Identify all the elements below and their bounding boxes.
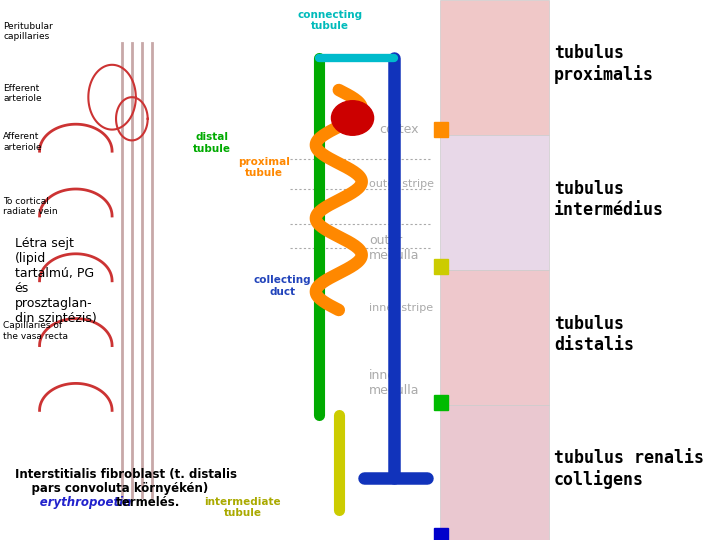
Bar bbox=[434, 259, 449, 274]
Text: connecting
tubule: connecting tubule bbox=[297, 10, 362, 31]
Bar bbox=[434, 528, 449, 540]
Text: termelés.: termelés. bbox=[112, 496, 179, 509]
Text: distal
tubule: distal tubule bbox=[193, 132, 231, 154]
Text: proximal
tubule: proximal tubule bbox=[238, 157, 289, 178]
Text: pars convoluta környékén): pars convoluta környékén) bbox=[14, 482, 208, 495]
Bar bbox=[439, 270, 549, 405]
Text: cortex: cortex bbox=[379, 123, 418, 136]
Text: Peritubular
capillaries: Peritubular capillaries bbox=[4, 22, 53, 41]
Text: inner stripe: inner stripe bbox=[369, 303, 433, 313]
Text: tubulus
distalis: tubulus distalis bbox=[554, 315, 634, 354]
Text: outer
medulla: outer medulla bbox=[369, 234, 420, 262]
Text: Capillaries of
the vasa recta: Capillaries of the vasa recta bbox=[4, 321, 68, 341]
Text: Efferent
arteriole: Efferent arteriole bbox=[4, 84, 42, 103]
Text: tubulus
proximalis: tubulus proximalis bbox=[554, 44, 654, 84]
Text: Afferent
arteriole: Afferent arteriole bbox=[4, 132, 42, 152]
Text: collecting
duct: collecting duct bbox=[253, 275, 311, 297]
Text: Interstitialis fibroblast (t. distalis: Interstitialis fibroblast (t. distalis bbox=[14, 468, 236, 481]
Text: outer stripe: outer stripe bbox=[369, 179, 434, 188]
Text: Létra sejt
(lipid
tartalmú, PG
és
prosztaglan-
din szintézis): Létra sejt (lipid tartalmú, PG és proszt… bbox=[14, 237, 96, 325]
Bar bbox=[434, 122, 449, 137]
Text: To cortical
radiate vein: To cortical radiate vein bbox=[4, 197, 58, 217]
Bar bbox=[439, 135, 549, 270]
Text: tubulus
intermédius: tubulus intermédius bbox=[554, 180, 664, 219]
Text: erythropoetin: erythropoetin bbox=[14, 496, 131, 509]
Bar bbox=[439, 405, 549, 540]
Text: inner
medulla: inner medulla bbox=[369, 369, 420, 397]
Bar bbox=[434, 395, 449, 410]
Bar bbox=[439, 0, 549, 135]
Text: intermediate
tubule: intermediate tubule bbox=[204, 497, 281, 518]
Circle shape bbox=[331, 101, 374, 135]
Text: tubulus renalis
colligens: tubulus renalis colligens bbox=[554, 449, 703, 489]
